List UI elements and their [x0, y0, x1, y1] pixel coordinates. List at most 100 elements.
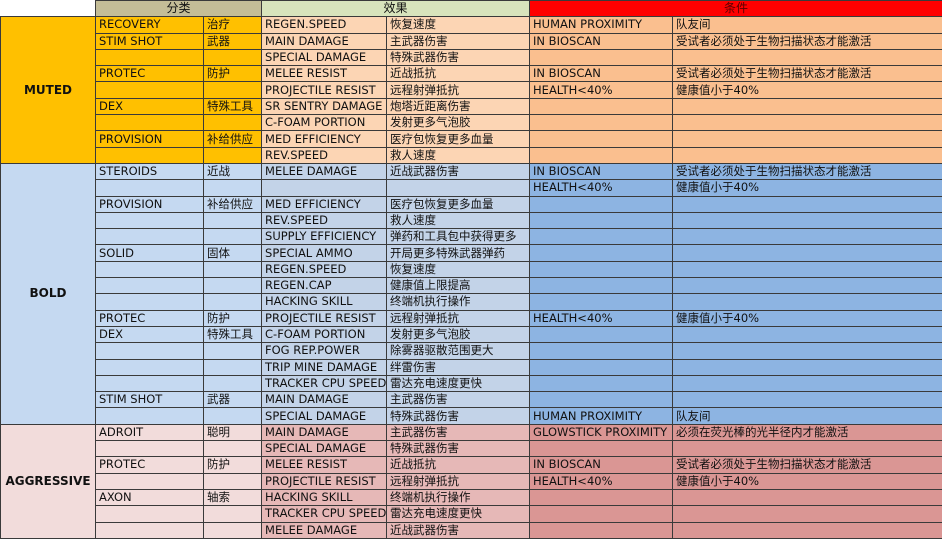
category-cn-cell[interactable]: 武器: [204, 33, 262, 49]
condition-cn-cell[interactable]: [673, 147, 942, 163]
category-cn-cell[interactable]: [204, 375, 262, 391]
effect-name-cell[interactable]: REGEN.SPEED: [262, 261, 387, 277]
category-name-cell[interactable]: [96, 408, 204, 424]
effect-cn-cell[interactable]: 除雾器驱散范围更大: [387, 343, 530, 359]
condition-name-cell[interactable]: [530, 392, 673, 408]
category-name-cell[interactable]: DEX: [96, 98, 204, 114]
condition-cn-cell[interactable]: 受试者必须处于生物扫描状态才能激活: [673, 163, 942, 179]
category-cn-cell[interactable]: [204, 408, 262, 424]
effect-cn-cell[interactable]: 远程射弹抵抗: [387, 310, 530, 326]
effect-cn-cell[interactable]: 近战武器伤害: [387, 163, 530, 179]
category-name-cell[interactable]: PROTEC: [96, 310, 204, 326]
effect-cn-cell[interactable]: 恢复速度: [387, 17, 530, 33]
effect-name-cell[interactable]: MED EFFICIENCY: [262, 131, 387, 147]
category-name-cell[interactable]: AXON: [96, 489, 204, 505]
category-cn-cell[interactable]: 聪明: [204, 424, 262, 440]
category-name-cell[interactable]: ADROIT: [96, 424, 204, 440]
effect-name-cell[interactable]: MELEE RESIST: [262, 66, 387, 82]
condition-name-cell[interactable]: HUMAN PROXIMITY: [530, 408, 673, 424]
effect-name-cell[interactable]: PROJECTILE RESIST: [262, 82, 387, 98]
effect-cn-cell[interactable]: 特殊武器伤害: [387, 441, 530, 457]
category-cn-cell[interactable]: [204, 212, 262, 228]
effect-name-cell[interactable]: REV.SPEED: [262, 212, 387, 228]
condition-cn-cell[interactable]: 受试者必须处于生物扫描状态才能激活: [673, 33, 942, 49]
condition-name-cell[interactable]: [530, 522, 673, 538]
effect-cn-cell[interactable]: 开局更多特殊武器弹药: [387, 245, 530, 261]
condition-cn-cell[interactable]: [673, 278, 942, 294]
effect-cn-cell[interactable]: 近战武器伤害: [387, 522, 530, 538]
effect-cn-cell[interactable]: 救人速度: [387, 212, 530, 228]
effect-name-cell[interactable]: SPECIAL DAMAGE: [262, 49, 387, 65]
condition-name-cell[interactable]: [530, 489, 673, 505]
category-cn-cell[interactable]: [204, 294, 262, 310]
condition-name-cell[interactable]: [530, 375, 673, 391]
condition-name-cell[interactable]: [530, 98, 673, 114]
category-cn-cell[interactable]: 特殊工具: [204, 98, 262, 114]
condition-name-cell[interactable]: [530, 49, 673, 65]
category-name-cell[interactable]: RECOVERY: [96, 17, 204, 33]
group-label[interactable]: BOLD: [1, 163, 96, 424]
effect-cn-cell[interactable]: 近战抵抗: [387, 66, 530, 82]
category-name-cell[interactable]: [96, 180, 204, 196]
effect-cn-cell[interactable]: 主武器伤害: [387, 424, 530, 440]
effect-cn-cell[interactable]: 医疗包恢复更多血量: [387, 131, 530, 147]
condition-name-cell[interactable]: HEALTH<40%: [530, 82, 673, 98]
effect-name-cell[interactable]: REGEN.CAP: [262, 278, 387, 294]
effect-name-cell[interactable]: SPECIAL AMMO: [262, 245, 387, 261]
category-name-cell[interactable]: [96, 261, 204, 277]
category-name-cell[interactable]: [96, 212, 204, 228]
category-name-cell[interactable]: [96, 115, 204, 131]
category-cn-cell[interactable]: 固体: [204, 245, 262, 261]
category-cn-cell[interactable]: [204, 522, 262, 538]
category-name-cell[interactable]: [96, 147, 204, 163]
condition-name-cell[interactable]: GLOWSTICK PROXIMITY: [530, 424, 673, 440]
category-name-cell[interactable]: STIM SHOT: [96, 33, 204, 49]
condition-name-cell[interactable]: HEALTH<40%: [530, 473, 673, 489]
category-name-cell[interactable]: [96, 82, 204, 98]
category-name-cell[interactable]: [96, 522, 204, 538]
category-cn-cell[interactable]: [204, 147, 262, 163]
effect-cn-cell[interactable]: 主武器伤害: [387, 33, 530, 49]
category-cn-cell[interactable]: [204, 82, 262, 98]
category-name-cell[interactable]: [96, 343, 204, 359]
effect-name-cell[interactable]: SPECIAL DAMAGE: [262, 441, 387, 457]
category-cn-cell[interactable]: 防护: [204, 310, 262, 326]
effect-name-cell[interactable]: C-FOAM PORTION: [262, 326, 387, 342]
condition-cn-cell[interactable]: [673, 522, 942, 538]
effect-cn-cell[interactable]: 远程射弹抵抗: [387, 82, 530, 98]
effect-name-cell[interactable]: MELEE RESIST: [262, 457, 387, 473]
condition-name-cell[interactable]: [530, 278, 673, 294]
effect-cn-cell[interactable]: 雷达充电速度更快: [387, 375, 530, 391]
category-name-cell[interactable]: SOLID: [96, 245, 204, 261]
category-cn-cell[interactable]: [204, 359, 262, 375]
condition-cn-cell[interactable]: [673, 343, 942, 359]
condition-name-cell[interactable]: HUMAN PROXIMITY: [530, 17, 673, 33]
condition-name-cell[interactable]: IN BIOSCAN: [530, 66, 673, 82]
category-cn-cell[interactable]: 武器: [204, 392, 262, 408]
group-label[interactable]: MUTED: [1, 17, 96, 164]
condition-cn-cell[interactable]: 健康值小于40%: [673, 82, 942, 98]
condition-name-cell[interactable]: HEALTH<40%: [530, 180, 673, 196]
condition-cn-cell[interactable]: 队友间: [673, 408, 942, 424]
effect-cn-cell[interactable]: 健康值上限提高: [387, 278, 530, 294]
category-cn-cell[interactable]: 近战: [204, 163, 262, 179]
category-cn-cell[interactable]: 补给供应: [204, 131, 262, 147]
effect-cn-cell[interactable]: 远程射弹抵抗: [387, 473, 530, 489]
effect-name-cell[interactable]: MELEE DAMAGE: [262, 163, 387, 179]
condition-name-cell[interactable]: [530, 229, 673, 245]
category-cn-cell[interactable]: 补给供应: [204, 196, 262, 212]
category-name-cell[interactable]: [96, 49, 204, 65]
category-cn-cell[interactable]: [204, 473, 262, 489]
condition-cn-cell[interactable]: 受试者必须处于生物扫描状态才能激活: [673, 66, 942, 82]
effect-name-cell[interactable]: HACKING SKILL: [262, 294, 387, 310]
condition-cn-cell[interactable]: 受试者必须处于生物扫描状态才能激活: [673, 457, 942, 473]
effect-name-cell[interactable]: [262, 180, 387, 196]
condition-name-cell[interactable]: IN BIOSCAN: [530, 33, 673, 49]
condition-name-cell[interactable]: [530, 359, 673, 375]
condition-cn-cell[interactable]: [673, 212, 942, 228]
category-cn-cell[interactable]: 特殊工具: [204, 326, 262, 342]
condition-name-cell[interactable]: [530, 245, 673, 261]
effect-cn-cell[interactable]: 雷达充电速度更快: [387, 506, 530, 522]
effect-cn-cell[interactable]: 救人速度: [387, 147, 530, 163]
header-effect[interactable]: 效果: [262, 1, 530, 17]
